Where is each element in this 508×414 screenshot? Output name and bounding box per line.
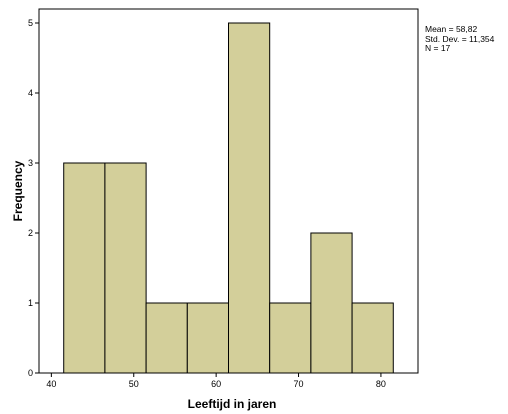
x-tick-label: 70 <box>294 379 304 389</box>
x-tick-label: 40 <box>46 379 56 389</box>
y-tick-label: 4 <box>28 88 33 98</box>
histogram-bar <box>186 302 230 374</box>
x-axis-ticks: 40 50 60 70 80 <box>46 373 386 389</box>
stat-n: N = 17 <box>425 43 451 53</box>
stat-mean: Mean = 58,82 <box>425 24 478 34</box>
y-tick-label: 1 <box>28 298 33 308</box>
y-axis-title: Frequency <box>11 160 25 221</box>
histogram-bar <box>104 162 147 374</box>
bars-group <box>63 22 394 374</box>
x-tick-label: 50 <box>129 379 139 389</box>
histogram-bar <box>63 162 106 374</box>
y-axis-ticks: 0 1 2 3 4 5 <box>28 18 39 378</box>
statistics-legend: Mean = 58,82 Std. Dev. = 11,354 N = 17 <box>425 24 495 54</box>
x-axis-title: Leeftijd in jaren <box>188 397 277 411</box>
y-tick-label: 0 <box>28 368 33 378</box>
x-tick-label: 60 <box>211 379 221 389</box>
histogram-bar <box>145 302 188 374</box>
histogram-bar <box>310 232 353 374</box>
histogram-bar <box>351 302 394 374</box>
y-tick-label: 3 <box>28 158 33 168</box>
histogram-bar <box>228 22 271 374</box>
stat-std-dev: Std. Dev. = 11,354 <box>425 33 495 44</box>
y-tick-label: 5 <box>28 18 33 28</box>
x-tick-label: 80 <box>376 379 386 389</box>
y-tick-label: 2 <box>28 228 33 238</box>
histogram-bar <box>269 302 312 374</box>
